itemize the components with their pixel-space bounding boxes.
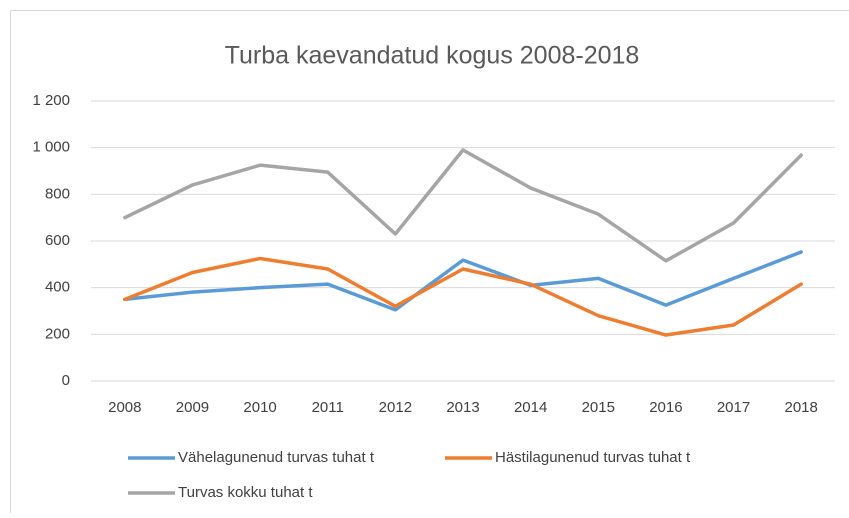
x-tick-label: 2015 [582, 399, 615, 416]
y-tick-label: 800 [45, 185, 70, 202]
y-tick-label: 1 000 [32, 139, 70, 156]
x-tick-label: 2018 [784, 399, 817, 416]
legend-label: Hästilagunenud turvas tuhat t [495, 449, 691, 466]
y-tick-label: 600 [45, 232, 70, 249]
legend-label: Turvas kokku tuhat t [178, 484, 313, 501]
x-tick-label: 2014 [514, 399, 547, 416]
x-tick-label: 2012 [379, 399, 412, 416]
chart-title: Turba kaevandatud kogus 2008-2018 [225, 42, 640, 70]
legend-label: Vähelagunenud turvas tuhat t [178, 449, 375, 466]
y-tick-label: 200 [45, 325, 70, 342]
y-tick-label: 0 [62, 372, 70, 389]
x-tick-label: 2017 [717, 399, 750, 416]
y-tick-label: 1 200 [32, 92, 70, 109]
x-tick-label: 2011 [312, 399, 344, 416]
x-tick-label: 2013 [446, 399, 479, 416]
chart-border [11, 11, 849, 514]
x-tick-label: 2009 [176, 399, 209, 416]
x-tick-label: 2010 [243, 399, 276, 416]
x-tick-label: 2016 [649, 399, 682, 416]
x-tick-label: 2008 [108, 399, 141, 416]
y-tick-label: 400 [45, 279, 70, 296]
